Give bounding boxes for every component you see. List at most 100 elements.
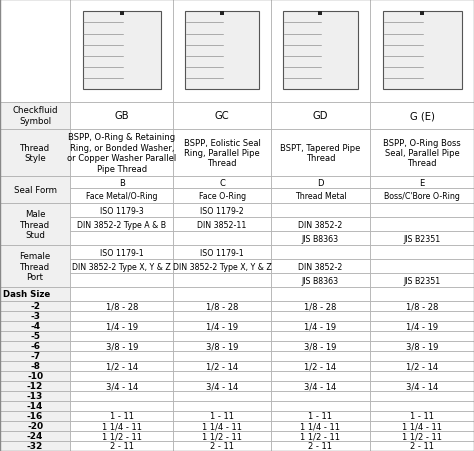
Bar — [173, 441, 271, 451]
Bar — [271, 274, 370, 288]
Text: DIN 3852-2 Type X, Y & Z: DIN 3852-2 Type X, Y & Z — [173, 262, 272, 271]
Bar — [271, 431, 370, 441]
Text: E: E — [419, 178, 425, 187]
Bar — [173, 371, 271, 381]
Bar — [0, 331, 70, 341]
Bar — [271, 129, 370, 177]
Bar — [271, 203, 370, 217]
Bar — [0, 391, 70, 401]
Bar — [271, 381, 370, 391]
Text: JIS B2351: JIS B2351 — [403, 276, 441, 285]
Text: Male
Thread
Stud: Male Thread Stud — [20, 210, 50, 239]
Bar — [370, 217, 474, 232]
Text: 3/4 - 14: 3/4 - 14 — [304, 382, 337, 391]
Text: -10: -10 — [27, 372, 43, 381]
Bar — [70, 391, 173, 401]
Bar — [370, 260, 474, 274]
Text: D: D — [317, 178, 324, 187]
Bar — [173, 321, 271, 331]
Bar — [173, 288, 271, 301]
Bar — [319, 12, 322, 16]
Bar — [370, 321, 474, 331]
Bar — [70, 401, 173, 411]
Text: 1/2 - 14: 1/2 - 14 — [206, 362, 238, 370]
Bar — [0, 441, 70, 451]
Text: Boss/C'Bore O-Ring: Boss/C'Bore O-Ring — [384, 192, 460, 201]
Bar — [70, 232, 173, 246]
Text: 1/8 - 28: 1/8 - 28 — [406, 302, 438, 310]
Bar — [271, 177, 370, 189]
Text: Face Metal/O-Ring: Face Metal/O-Ring — [86, 192, 157, 201]
Text: DIN 3852-2: DIN 3852-2 — [298, 262, 343, 271]
Bar — [173, 177, 271, 189]
Bar — [271, 246, 370, 260]
Bar — [0, 401, 70, 411]
Text: JIS B2351: JIS B2351 — [403, 234, 441, 243]
Bar — [0, 177, 70, 203]
Bar — [70, 129, 173, 177]
Text: 1/2 - 14: 1/2 - 14 — [106, 362, 138, 370]
Bar — [0, 431, 70, 441]
Bar — [0, 421, 70, 431]
Text: 1/2 - 14: 1/2 - 14 — [406, 362, 438, 370]
Bar — [370, 441, 474, 451]
Text: -32: -32 — [27, 442, 43, 451]
Bar — [70, 411, 173, 421]
Bar — [70, 260, 173, 274]
Bar — [370, 411, 474, 421]
Text: 3/4 - 14: 3/4 - 14 — [406, 382, 438, 391]
Bar — [70, 421, 173, 431]
Bar — [271, 331, 370, 341]
Bar — [70, 288, 173, 301]
Text: 1 1/2 - 11: 1 1/2 - 11 — [202, 432, 242, 441]
Bar — [271, 311, 370, 321]
Bar — [271, 441, 370, 451]
Text: -24: -24 — [27, 432, 43, 441]
Text: ISO 1179-1: ISO 1179-1 — [100, 248, 144, 257]
Text: 1 1/4 - 11: 1 1/4 - 11 — [301, 422, 340, 431]
Bar — [70, 217, 173, 232]
Bar — [370, 361, 474, 371]
Text: 1/4 - 19: 1/4 - 19 — [406, 322, 438, 331]
Bar — [70, 301, 173, 311]
Text: -13: -13 — [27, 391, 43, 400]
Bar — [173, 401, 271, 411]
Bar — [0, 288, 70, 301]
Bar — [173, 203, 271, 217]
Text: ISO 1179-3: ISO 1179-3 — [100, 206, 144, 215]
Bar — [271, 102, 370, 129]
Bar — [370, 301, 474, 311]
Bar — [70, 274, 173, 288]
Text: 2 - 11: 2 - 11 — [309, 442, 332, 451]
Text: ISO 1179-1: ISO 1179-1 — [200, 248, 244, 257]
Bar — [173, 391, 271, 401]
Text: 3/8 - 19: 3/8 - 19 — [106, 341, 138, 350]
Text: -2: -2 — [30, 302, 40, 310]
Bar — [370, 431, 474, 441]
Text: 3/8 - 19: 3/8 - 19 — [206, 341, 238, 350]
Bar — [173, 129, 271, 177]
Bar — [271, 341, 370, 351]
Text: 1 - 11: 1 - 11 — [309, 411, 332, 420]
Text: 1 1/4 - 11: 1 1/4 - 11 — [102, 422, 142, 431]
Bar — [70, 311, 173, 321]
Text: 1 - 11: 1 - 11 — [210, 411, 234, 420]
Text: 2 - 11: 2 - 11 — [410, 442, 434, 451]
Text: 2 - 11: 2 - 11 — [110, 442, 134, 451]
Bar — [0, 361, 70, 371]
Text: BSPP, Eolistic Seal
Ring, Parallel Pipe
Thread: BSPP, Eolistic Seal Ring, Parallel Pipe … — [183, 138, 261, 168]
Bar — [370, 331, 474, 341]
Text: Checkfluid
Symbol: Checkfluid Symbol — [12, 106, 58, 125]
Bar — [173, 431, 271, 441]
Bar — [0, 341, 70, 351]
Bar — [70, 321, 173, 331]
Bar — [370, 274, 474, 288]
Bar — [173, 260, 271, 274]
Text: GB: GB — [115, 111, 129, 121]
Bar — [173, 246, 271, 260]
Bar — [370, 391, 474, 401]
Text: GD: GD — [313, 111, 328, 121]
Bar — [370, 0, 474, 102]
Bar — [70, 351, 173, 361]
Bar — [70, 331, 173, 341]
